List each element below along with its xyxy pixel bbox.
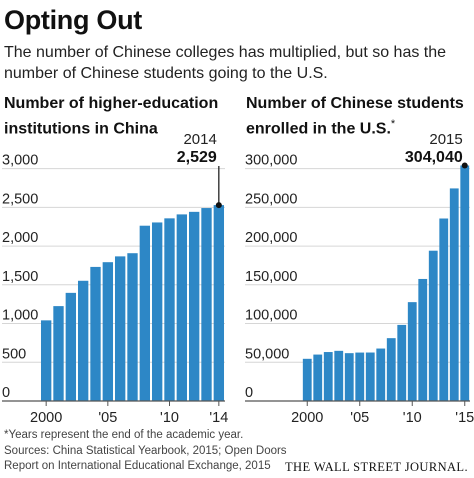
left-chart-annotation-value: 2,529 bbox=[177, 149, 217, 166]
right-chart-bar bbox=[397, 324, 407, 401]
left-chart-bar bbox=[164, 218, 175, 401]
left-chart-y-tick-label: 2,500 bbox=[2, 191, 38, 207]
left-chart-y-tick-label: 1,500 bbox=[2, 269, 38, 285]
right-chart-y-tick-label: 50,000 bbox=[245, 346, 289, 362]
left-chart-y-tick-label: 500 bbox=[2, 346, 26, 362]
right-chart-bar bbox=[376, 348, 386, 401]
right-chart-y-tick-label: 300,000 bbox=[245, 153, 297, 169]
right-chart-bar bbox=[407, 302, 417, 401]
left-chart-bar bbox=[90, 266, 101, 401]
right-chart-x-tick-label: '10 bbox=[403, 410, 422, 426]
right-chart-bar bbox=[344, 353, 354, 401]
left-chart: 0 500 1,000 1,500 2,000 2,500 3,000 2000 '05 '10 '… bbox=[2, 131, 228, 426]
left-chart-y-tick-label: 0 bbox=[2, 385, 10, 401]
right-chart-bar bbox=[386, 338, 396, 401]
footnote: *Years represent the end of the academic… bbox=[4, 429, 244, 441]
left-chart-y-tick-label: 3,000 bbox=[2, 153, 38, 169]
left-chart-annotation-dot bbox=[215, 202, 222, 209]
left-chart-bar bbox=[151, 222, 163, 401]
right-chart-x-tick-label: '05 bbox=[350, 410, 369, 426]
left-chart-bar bbox=[176, 214, 188, 401]
page-title: Opting Out bbox=[4, 5, 142, 35]
left-chart-title: Number of higher-education institutions … bbox=[4, 94, 236, 139]
left-chart-x-tick-label: '05 bbox=[98, 410, 117, 426]
left-chart-bar bbox=[114, 256, 126, 401]
left-chart-bar bbox=[188, 211, 200, 401]
left-chart-x-tick-label: '14 bbox=[209, 410, 228, 426]
left-chart-y-tick-label: 2,000 bbox=[2, 230, 38, 246]
right-chart-bar bbox=[365, 352, 375, 401]
right-chart-bar bbox=[355, 352, 365, 401]
right-chart-bar bbox=[313, 354, 323, 401]
left-chart-annotation-year: 2014 bbox=[183, 131, 216, 148]
left-chart-x-tick-label: '10 bbox=[160, 410, 179, 426]
right-chart-annotation-year: 2015 bbox=[429, 131, 462, 148]
right-chart-bar bbox=[334, 350, 344, 401]
subtitle: The number of Chinese colleges has multi… bbox=[4, 44, 447, 82]
right-chart-y-tick-label: 0 bbox=[245, 385, 253, 401]
publisher-credit: THE WALL STREET JOURNAL. bbox=[285, 460, 468, 474]
right-chart-y-tick-label: 100,000 bbox=[245, 308, 297, 324]
left-chart-bar bbox=[65, 292, 77, 401]
left-chart-bar bbox=[53, 306, 64, 401]
left-chart-title-text: Number of higher-education institutions … bbox=[4, 95, 219, 138]
right-chart-bar bbox=[428, 250, 438, 401]
left-chart-bar bbox=[213, 205, 225, 401]
right-chart-y-tick-label: 250,000 bbox=[245, 191, 297, 207]
right-chart-title-text: Number of Chinese students enrolled in t… bbox=[246, 95, 464, 138]
right-chart-x-tick-label: 2000 bbox=[291, 410, 323, 426]
left-chart-bar bbox=[40, 320, 52, 401]
right-chart-bar bbox=[302, 358, 312, 401]
right-chart-bar bbox=[418, 278, 428, 401]
left-chart-bar bbox=[102, 262, 114, 401]
right-chart-bar bbox=[323, 352, 333, 401]
left-chart-bar bbox=[127, 253, 138, 401]
right-chart-y-tick-label: 200,000 bbox=[245, 230, 297, 246]
left-chart-bar bbox=[77, 280, 89, 401]
left-chart-x-tick-label: 2000 bbox=[30, 410, 62, 426]
right-chart-y-tick-label: 150,000 bbox=[245, 269, 297, 285]
right-chart-annotation-value: 304,040 bbox=[405, 149, 463, 166]
left-chart-y-tick-label: 1,000 bbox=[2, 308, 38, 324]
right-chart-bar bbox=[439, 218, 449, 401]
right-chart-title: Number of Chinese students enrolled in t… bbox=[246, 94, 468, 139]
right-chart-bar bbox=[460, 165, 470, 401]
right-chart: 0 50,000 100,000 150,000 200,000 250,000 300,0… bbox=[245, 131, 474, 426]
left-chart-bar bbox=[201, 208, 212, 401]
right-chart-annotation-dot bbox=[461, 162, 468, 169]
right-chart-x-tick-label: '15 bbox=[455, 410, 474, 426]
sources: Sources: China Statistical Yearbook, 201… bbox=[4, 445, 287, 472]
right-chart-title-marker: * bbox=[390, 118, 396, 130]
left-chart-bar bbox=[139, 225, 151, 401]
right-chart-bar bbox=[449, 188, 459, 401]
